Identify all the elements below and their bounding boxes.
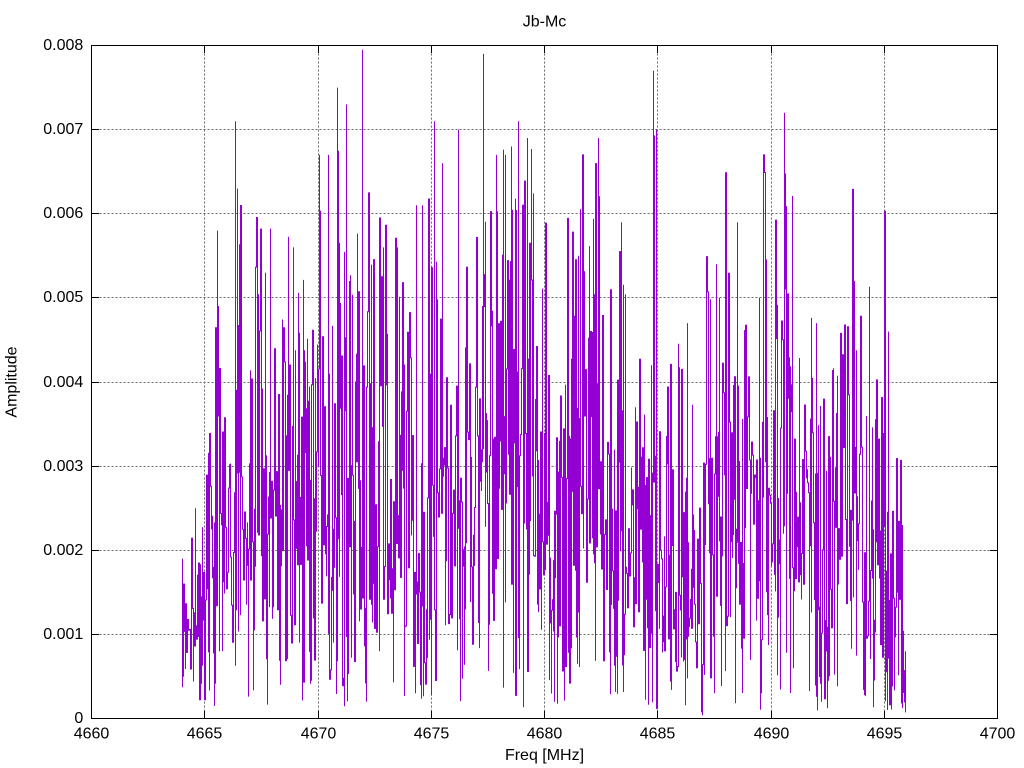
svg-text:0.001: 0.001 xyxy=(43,626,83,643)
svg-text:0.005: 0.005 xyxy=(43,289,83,306)
svg-text:0.007: 0.007 xyxy=(43,121,83,138)
svg-text:4675: 4675 xyxy=(414,726,450,743)
svg-text:4665: 4665 xyxy=(187,726,223,743)
svg-text:4670: 4670 xyxy=(301,726,337,743)
svg-text:4685: 4685 xyxy=(640,726,676,743)
svg-text:0.008: 0.008 xyxy=(43,37,83,54)
svg-text:4695: 4695 xyxy=(867,726,903,743)
svg-text:4680: 4680 xyxy=(527,726,563,743)
svg-text:0.002: 0.002 xyxy=(43,542,83,559)
svg-text:Freq [MHz]: Freq [MHz] xyxy=(505,747,584,764)
svg-text:4700: 4700 xyxy=(980,726,1016,743)
svg-text:0.004: 0.004 xyxy=(43,374,83,391)
svg-text:0.006: 0.006 xyxy=(43,205,83,222)
svg-text:4690: 4690 xyxy=(754,726,790,743)
svg-text:Amplitude: Amplitude xyxy=(4,346,21,417)
svg-text:4660: 4660 xyxy=(74,726,110,743)
svg-text:0.003: 0.003 xyxy=(43,458,83,475)
svg-text:Jb-Mc: Jb-Mc xyxy=(523,14,567,31)
svg-text:0: 0 xyxy=(74,710,83,727)
